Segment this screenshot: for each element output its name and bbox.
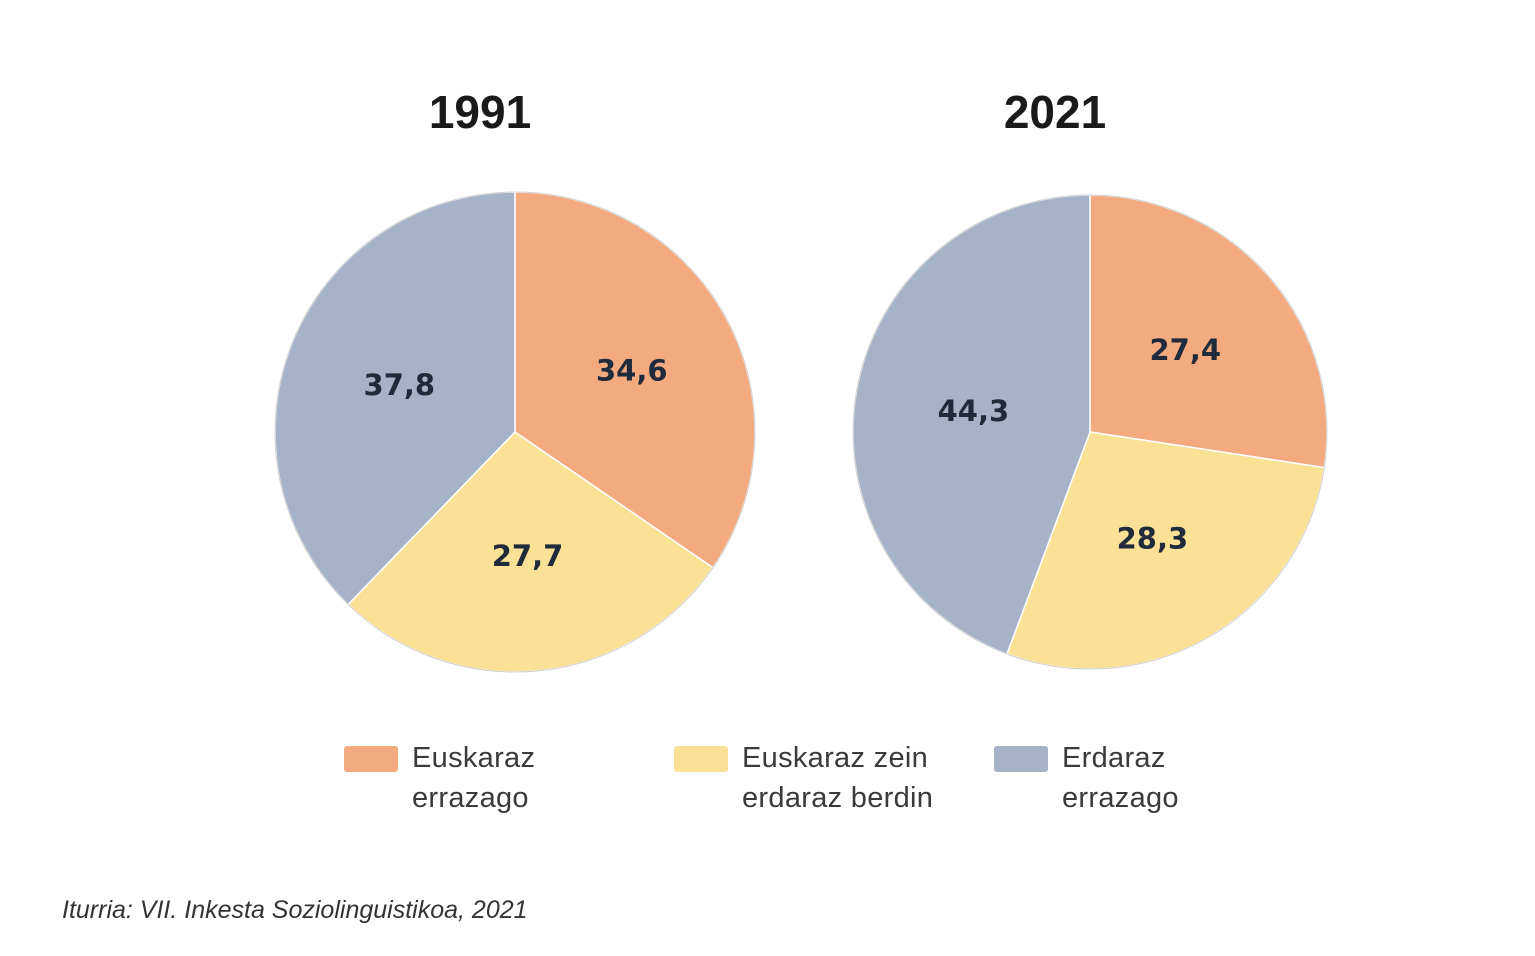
legend-label: Euskaraz errazago <box>412 742 536 814</box>
legend-swatch-erdaraz <box>994 746 1048 772</box>
legend: Euskaraz errazago Euskaraz zein erdaraz be… <box>0 738 1535 828</box>
pie-outline-2021 <box>852 194 1328 670</box>
legend-item-euskaraz-errazago: Euskaraz errazago <box>344 738 535 818</box>
data-label-1991-1: 34,6 <box>596 353 668 387</box>
data-label-1991-3: 37,8 <box>364 368 436 402</box>
legend-item-erdaraz-errazago: Erdaraz errazago <box>994 738 1179 818</box>
pie-outline-1991 <box>274 191 756 673</box>
data-label-1991-2: 27,7 <box>492 539 564 573</box>
legend-swatch-euskaraz <box>344 746 398 772</box>
source-note: Iturria: VII. Inkesta Soziolinguistikoa,… <box>62 896 528 924</box>
data-label-2021-1: 27,4 <box>1149 333 1221 367</box>
legend-swatch-berdin <box>674 746 728 772</box>
legend-item-berdin: Euskaraz zein erdaraz berdin <box>674 738 933 818</box>
legend-label: Erdaraz errazago <box>1062 742 1179 814</box>
legend-label: Euskaraz zein erdaraz berdin <box>742 742 934 814</box>
pie-slice-2021-1 <box>1089 194 1328 469</box>
data-label-2021-2: 28,3 <box>1117 521 1189 555</box>
pie-title-2021: 2021 <box>1004 86 1106 138</box>
data-label-2021-3: 44,3 <box>938 394 1010 428</box>
pie-title-1991: 1991 <box>429 86 531 138</box>
